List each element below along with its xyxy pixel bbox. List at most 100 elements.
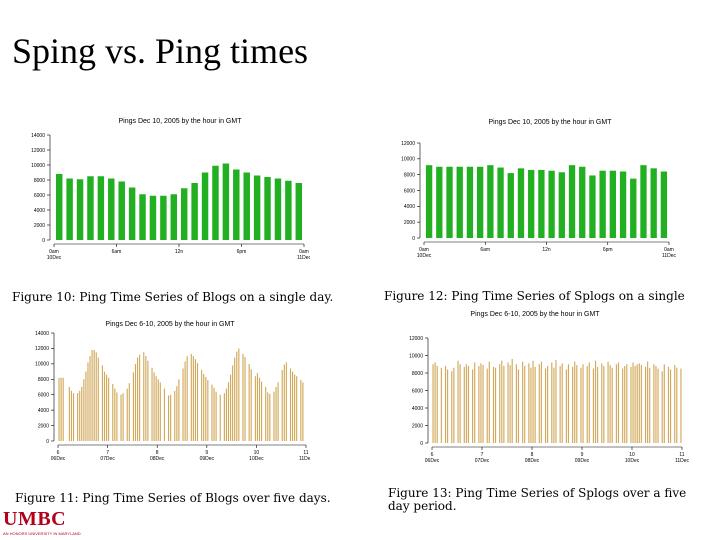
x-tick-sublabel: 07Dec	[100, 456, 115, 462]
bar	[66, 178, 73, 240]
bar	[538, 364, 540, 443]
figure-10-caption: Figure 10: Ping Time Series of Blogs on …	[12, 290, 334, 304]
bar	[118, 181, 125, 240]
bar	[492, 366, 495, 443]
bar	[487, 165, 494, 238]
bar	[139, 194, 146, 240]
bar	[619, 171, 627, 238]
bar	[93, 349, 95, 441]
bar	[609, 365, 611, 443]
bar	[511, 359, 513, 443]
bar	[97, 357, 99, 441]
bar	[636, 364, 638, 443]
bar	[157, 379, 159, 441]
x-tick-label: 8	[531, 452, 534, 458]
bar	[258, 377, 261, 441]
bar	[132, 372, 135, 441]
bar	[532, 360, 534, 443]
bar	[451, 371, 453, 443]
bar	[589, 175, 596, 238]
bar	[207, 380, 209, 441]
chart-splogs-day-svg: Pings Dec 10, 2005 by the hour in GMT 0 20…	[401, 119, 676, 259]
bar	[160, 195, 167, 240]
bar	[213, 387, 215, 441]
x-tick-label: 10	[254, 450, 260, 456]
bar	[517, 369, 520, 443]
bar	[488, 361, 490, 443]
y-tick-label: 4000	[412, 406, 423, 412]
bar	[657, 368, 659, 443]
x-tick-label: 0am	[299, 249, 309, 255]
bar	[296, 376, 298, 441]
figure-11-caption: Figure 11: Ping Time Series of Blogs ove…	[15, 491, 331, 505]
bar	[253, 175, 261, 240]
chart-blogs-5days: Pings Dec 6-10, 2005 by the hour in GMT 0…	[30, 318, 310, 468]
x-tick-label: 6am	[480, 247, 490, 253]
y-tick-label: 0	[412, 236, 415, 242]
bar	[145, 356, 147, 441]
bar	[522, 361, 524, 443]
bar	[667, 366, 670, 443]
x-tick-sublabel: 09Dec	[200, 456, 215, 462]
chart-blogs-5days-svg: Pings Dec 6-10, 2005 by the hour in GMT 0…	[35, 321, 310, 462]
bar	[509, 365, 511, 443]
bar	[476, 166, 484, 238]
bar	[580, 367, 582, 443]
x-tick-label: 8	[156, 450, 159, 456]
x-tick-sublabel: 09Dec	[575, 458, 590, 463]
bar	[647, 361, 649, 443]
bar	[640, 165, 647, 238]
bar	[601, 363, 603, 443]
bar	[568, 165, 576, 238]
bar	[295, 183, 303, 240]
bar	[660, 171, 668, 238]
bar	[72, 393, 75, 441]
bar	[465, 364, 467, 443]
bar	[300, 380, 302, 441]
bar	[236, 351, 238, 441]
bar	[134, 363, 137, 441]
bar	[269, 393, 271, 441]
bar	[436, 166, 443, 238]
bar	[538, 169, 545, 238]
bar	[547, 366, 549, 443]
bar	[544, 368, 547, 443]
bar	[87, 176, 94, 240]
bar	[126, 388, 128, 441]
y-tick-label: 10000	[409, 353, 423, 359]
x-tick-label: 7	[106, 450, 109, 456]
bar	[553, 367, 555, 443]
x-tick-label: 6	[431, 452, 434, 458]
bar	[234, 357, 236, 441]
bar	[674, 365, 676, 443]
chart-title: Pings Dec 6-10, 2005 by the hour in GMT	[105, 321, 235, 328]
bar	[472, 369, 474, 443]
bar	[190, 353, 192, 441]
bar	[499, 364, 501, 443]
figure-13-caption: Figure 13: Ping Time Series of Splogs ov…	[388, 486, 687, 513]
bar	[186, 356, 188, 441]
x-tick-label: 12n	[175, 249, 184, 255]
y-tick-label: 6000	[404, 188, 415, 194]
y-tick-label: 4000	[34, 208, 45, 214]
bar	[661, 371, 663, 443]
y-tick-label: 8000	[34, 178, 45, 184]
y-tick-label: 6000	[38, 393, 49, 399]
bar	[62, 377, 64, 441]
bar	[265, 387, 267, 441]
bar	[572, 366, 574, 443]
bar	[655, 366, 657, 443]
umbc-logo-tagline: AN HONORS UNIVERSITY IN MARYLAND	[3, 531, 81, 536]
bar	[289, 368, 292, 441]
bar	[176, 386, 178, 441]
bar	[83, 379, 85, 441]
bar	[89, 356, 91, 441]
x-tick-sublabel: 10Dec	[625, 458, 640, 463]
bar	[128, 383, 130, 441]
y-tick-label: 12000	[409, 336, 423, 342]
bar	[622, 368, 624, 443]
bar	[634, 366, 636, 443]
bar	[444, 366, 447, 443]
bar	[108, 178, 115, 240]
bar	[205, 376, 207, 441]
